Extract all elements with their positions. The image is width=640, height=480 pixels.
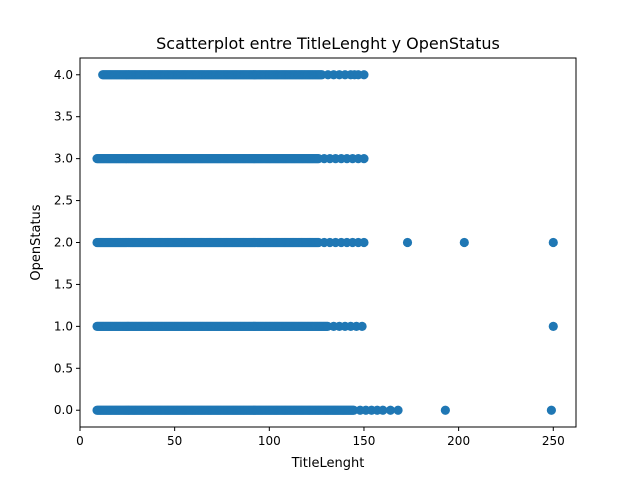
x-axis-label: TitleLenght (291, 456, 365, 471)
scatter-point (349, 405, 359, 415)
x-tick-label: 250 (542, 434, 565, 448)
scatter-point (548, 237, 558, 248)
scatter-point (440, 405, 450, 415)
chart-title: Scatterplot entre TitleLenght y OpenStat… (156, 34, 500, 53)
data-points (92, 70, 558, 415)
x-tick-label: 0 (76, 434, 84, 448)
scatter-point (548, 321, 558, 331)
scatter-point (359, 154, 369, 164)
y-tick-label: 2.0 (54, 236, 73, 250)
scatter-point (359, 70, 369, 80)
scatter-point (402, 237, 413, 248)
y-tick-label: 1.5 (54, 277, 73, 291)
x-tick-label: 100 (258, 434, 281, 448)
plot-frame (79, 57, 577, 428)
x-tick-label: 200 (447, 434, 470, 448)
y-tick-label: 4.0 (54, 68, 73, 82)
y-axis-label: OpenStatus (29, 204, 44, 280)
scatter-point (378, 405, 388, 415)
scatter-point (393, 405, 403, 415)
scatter-point (459, 237, 469, 248)
axes: 0 50 100 150 200 250 0.0 0.5 1.0 1.5 2.0 2.5 3.0 3.5 4… (54, 68, 565, 448)
y-tick-label: 0.5 (54, 361, 73, 375)
scatter-point (546, 405, 556, 415)
x-tick-label: 150 (353, 434, 376, 448)
y-tick-label: 3.0 (54, 152, 73, 166)
scatter-point (357, 321, 367, 331)
x-tick-label: 50 (167, 434, 182, 448)
y-tick-label: 3.5 (54, 110, 73, 124)
scatter-point (385, 405, 396, 415)
y-tick-label: 2.5 (54, 194, 73, 208)
y-tick-label: 0.0 (54, 403, 73, 417)
scatter-point (359, 237, 369, 248)
y-tick-label: 1.0 (54, 319, 73, 333)
